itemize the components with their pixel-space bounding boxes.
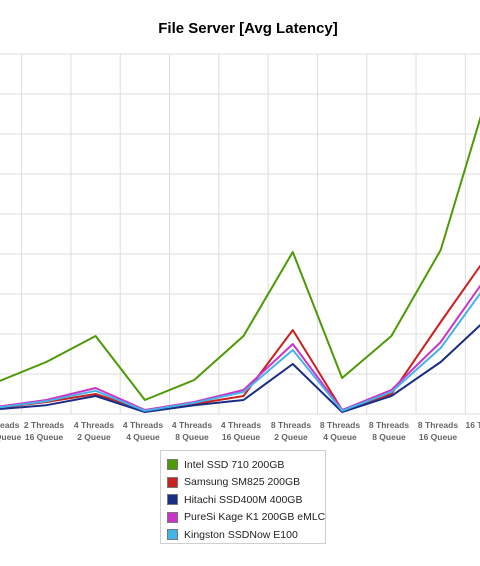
x-tick-label: 8 Threads — [418, 420, 458, 430]
legend-label: Samsung SM825 200GB — [184, 476, 301, 489]
legend-item[interactable]: Kingston SSDNow E100 — [167, 526, 325, 544]
legend-swatch — [167, 494, 178, 506]
x-tick-label: 4 Threads — [221, 420, 261, 430]
x-tick-label: 16 T — [465, 420, 480, 430]
series-lines — [0, 115, 480, 413]
legend-label: Hitachi SSD400M 400GB — [184, 493, 303, 506]
x-tick-label: 4 Threads — [172, 420, 212, 430]
legend-swatch — [167, 459, 178, 471]
x-tick-label: 8 Threads — [320, 420, 360, 430]
x-tick-label: 8 Queue — [175, 432, 209, 442]
x-tick-label: 2 Queue — [274, 432, 308, 442]
x-tick-label: 4 Queue — [323, 432, 357, 442]
grid — [0, 53, 480, 415]
legend-label: PureSi Kage K1 200GB eMLC — [184, 511, 326, 524]
chart-title: File Server [Avg Latency] — [158, 20, 338, 37]
legend-item[interactable]: PureSi Kage K1 200GB eMLC — [167, 509, 325, 527]
series-line-5 — [0, 292, 480, 412]
x-tick-label: 16 Queue — [419, 432, 458, 442]
x-tick-label: 16 Queue — [25, 432, 64, 442]
x-tick-label: 4 Queue — [126, 432, 160, 442]
series-line-4 — [0, 284, 480, 411]
x-tick-label: reads — [0, 420, 20, 430]
x-tick-label: 2 Threads — [24, 420, 64, 430]
legend-swatch — [167, 511, 178, 523]
series-line-2 — [0, 264, 480, 411]
legend-label: Intel SSD 710 200GB — [184, 458, 285, 471]
x-tick-label: 8 Queue — [372, 432, 406, 442]
legend-item[interactable]: Intel SSD 710 200GB — [167, 456, 325, 474]
x-tick-label: 8 Threads — [369, 420, 409, 430]
legend: Intel SSD 710 200GB Samsung SM825 200GB Hi… — [160, 450, 326, 544]
legend-label: Kingston SSDNow E100 — [184, 528, 298, 541]
series-line-1 — [0, 115, 480, 401]
legend-item[interactable]: Hitachi SSD400M 400GB — [167, 491, 325, 509]
x-axis-tick-labels: reads Queue2 Threads 16 Queue 4 Threads 2 Qu… — [0, 420, 480, 442]
series-line-3 — [0, 323, 480, 413]
legend-swatch — [167, 529, 178, 541]
x-tick-label: 4 Threads — [123, 420, 163, 430]
x-tick-label: 16 Queue — [222, 432, 261, 442]
x-tick-label: Queue — [0, 432, 21, 442]
x-tick-label: 2 Queue — [77, 432, 111, 442]
legend-swatch — [167, 476, 178, 488]
legend-item[interactable]: Samsung SM825 200GB — [167, 474, 325, 492]
x-tick-label: 4 Threads — [74, 420, 114, 430]
x-tick-label: 8 Threads — [271, 420, 311, 430]
